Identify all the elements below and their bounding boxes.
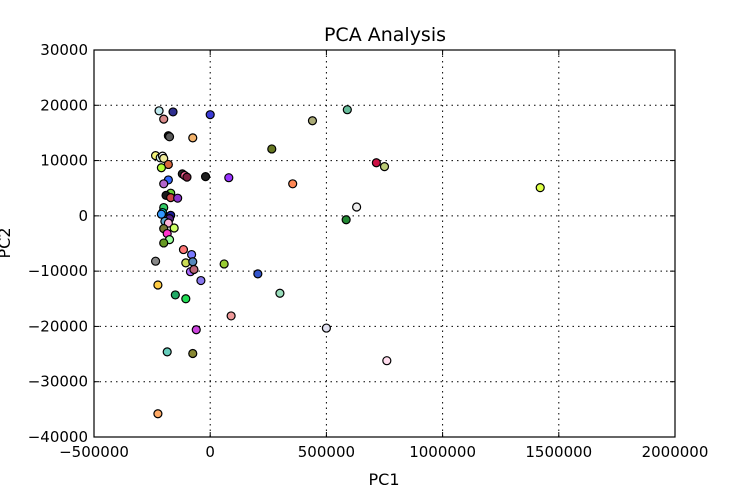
scatter-point (164, 132, 175, 142)
scatter-point (156, 209, 166, 219)
x-tick-labels: −500000 0 500000 1000000 1500000 2000000 (59, 443, 708, 461)
scatter-point (307, 116, 318, 126)
scatter-point (178, 244, 189, 255)
y-tick-labels: −40000 −30000 −20000 −10000 0 10000 20000 30000 (28, 41, 88, 446)
chart-title: PCA Analysis (324, 24, 446, 46)
x-tick-label: 2000000 (642, 443, 709, 461)
scatter-point (162, 347, 172, 357)
y-axis-label: PC2 (0, 228, 14, 259)
scatter-point (382, 356, 392, 366)
scatter-point (159, 114, 169, 124)
scatter-point (224, 173, 234, 183)
scatter-point (159, 153, 169, 163)
scatter-point (288, 179, 298, 189)
scatter-point (352, 202, 362, 212)
scatter-point (170, 290, 180, 300)
scatter-point (342, 105, 352, 115)
scatter-point (173, 193, 183, 203)
x-axis-label: PC1 (369, 470, 400, 489)
scatter-point (159, 179, 169, 189)
scatter-point (159, 238, 169, 248)
scatter-point (189, 264, 199, 275)
scatter-point (188, 257, 198, 267)
scatter-point (267, 144, 277, 154)
scatter-point (253, 269, 263, 279)
y-tick-label: 30000 (40, 41, 88, 59)
scatter-point (205, 110, 215, 120)
scatter-point (153, 280, 163, 290)
scatter-point (379, 162, 390, 172)
scatter-point (154, 106, 164, 116)
scatter-point (371, 158, 381, 168)
scatter-point (169, 223, 179, 233)
y-tick-label: 0 (78, 207, 88, 225)
x-tick-label: 1000000 (409, 443, 476, 461)
y-tick-label: −20000 (28, 317, 88, 335)
scatter-point (156, 163, 166, 173)
scatter-point (321, 323, 331, 333)
plot-frame (93, 49, 676, 438)
scatter-point (153, 409, 163, 419)
scatter-point (182, 172, 192, 182)
x-tick-label: 1500000 (525, 443, 592, 461)
x-tick-label: −500000 (59, 443, 129, 461)
scatter-point (150, 256, 161, 266)
scatter-point (191, 325, 201, 335)
grid (94, 50, 675, 437)
scatter-point (226, 311, 236, 321)
axis-ticks (93, 49, 676, 438)
scatter-point (535, 183, 545, 193)
y-tick-label: 20000 (40, 96, 88, 114)
x-tick-label: 500000 (298, 443, 355, 461)
scatter-point (168, 107, 178, 117)
y-tick-label: −10000 (28, 262, 88, 280)
data-points (150, 105, 545, 419)
scatter-point (188, 348, 198, 359)
scatter-point (181, 294, 191, 304)
y-tick-label: −40000 (28, 428, 88, 446)
scatter-point (275, 288, 285, 298)
y-tick-label: 10000 (40, 152, 88, 170)
scatter-point (200, 172, 211, 182)
x-tick-label: 0 (205, 443, 215, 461)
scatter-point (196, 275, 206, 286)
scatter-point (219, 259, 229, 269)
y-tick-label: −30000 (28, 373, 88, 391)
scatter-point (341, 215, 351, 225)
scatter-point (188, 133, 198, 143)
